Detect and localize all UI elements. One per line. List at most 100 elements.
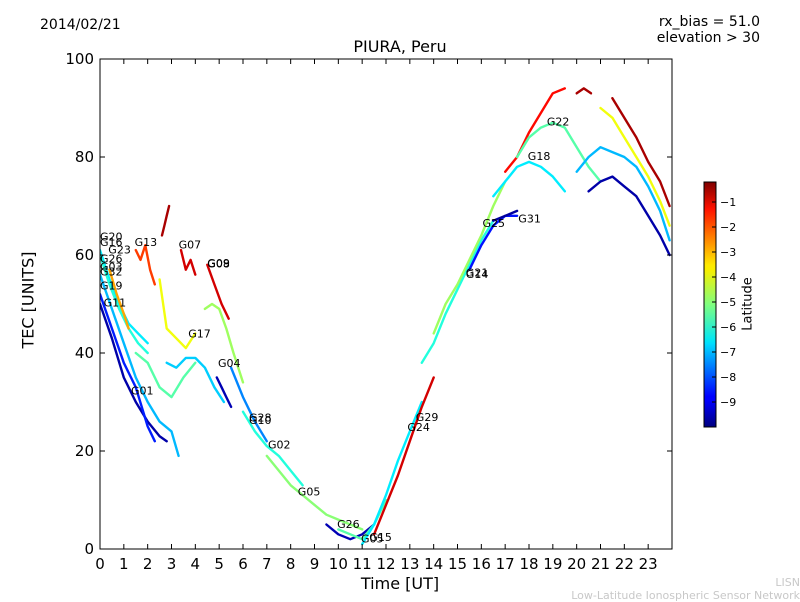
series-line-g19-12 (100, 273, 180, 458)
x-tick-label: 23 (639, 555, 658, 573)
series-line-g32-33 (611, 96, 671, 208)
satellite-label-g07: G07 (179, 239, 202, 252)
satellite-label-g05: G05 (298, 486, 321, 499)
series-line-g03-13 (134, 351, 197, 399)
x-tick-label: 6 (238, 555, 248, 573)
series-line-g11-11 (100, 293, 157, 443)
x-tick-label: 13 (400, 555, 419, 573)
y-tick-label: 20 (75, 442, 94, 460)
plot-frame (99, 58, 673, 550)
x-tick-label: 21 (591, 555, 610, 573)
x-tick-label: 8 (286, 555, 296, 573)
x-tick-label: 18 (519, 555, 538, 573)
series-line-g06-32 (587, 175, 671, 257)
y-tick-label: 80 (75, 148, 94, 166)
satellite-label-g18: G18 (528, 150, 551, 163)
x-tick-label: 15 (448, 555, 467, 573)
x-tick-label: 7 (262, 555, 272, 573)
elevation-label: elevation > 30 (656, 30, 760, 46)
satellite-label-g14: G14 (466, 268, 489, 281)
x-tick-label: 9 (310, 555, 320, 573)
x-tick-label: 3 (167, 555, 177, 573)
series-line-g23-5 (108, 268, 130, 330)
satellite-label-g20: G20 (100, 230, 123, 243)
x-tick-label: 19 (543, 555, 562, 573)
satellite-label-g32: G32 (100, 266, 123, 279)
x-tick-label: 12 (376, 555, 395, 573)
series-line-g14-23 (432, 180, 507, 335)
x-tick-label: 16 (472, 555, 491, 573)
series-line-g24-20 (361, 400, 423, 546)
chart-title: PIURA, Peru (353, 37, 447, 56)
series-line-g27-29 (575, 87, 593, 95)
satellite-label-g09: G09 (207, 257, 230, 270)
x-tick-label: 10 (329, 555, 348, 573)
series-line-g17-8 (158, 278, 197, 350)
x-tick-label: 4 (191, 555, 201, 573)
satellite-label-g26: G26 (337, 518, 360, 531)
colorbar (703, 181, 717, 428)
satellite-label-g02: G02 (268, 439, 291, 452)
series-line-g31-25 (492, 209, 519, 222)
satellite-label-g13: G13 (135, 236, 158, 249)
y-tick-label: 40 (75, 344, 94, 362)
series-line-g07-3 (160, 204, 171, 237)
x-tick-label: 17 (496, 555, 515, 573)
satellite-label-g21: G21 (466, 267, 489, 280)
colorbar-tick-label: −8 (720, 371, 736, 384)
x-tick-label: 2 (143, 555, 153, 573)
colorbar-tick-label: −4 (720, 271, 736, 284)
bias-info: rx_bias = 51.0 elevation > 30 (657, 14, 760, 46)
credit-line-1: LISN (775, 576, 800, 589)
series-line-g08-7 (203, 302, 245, 384)
series-line-g01-10 (100, 302, 168, 443)
series-line-g02-16 (241, 410, 304, 487)
x-axis-label: Time [UT] (360, 574, 440, 593)
colorbar-tick-label: −1 (720, 196, 736, 209)
satellite-label-g28: G28 (249, 412, 272, 425)
satellite-label-g23: G23 (108, 244, 131, 257)
series-line-g10-15 (229, 366, 268, 443)
y-tick-label: 60 (75, 246, 94, 264)
credit-text: LISN Low-Latitude Ionospheric Sensor Net… (571, 576, 800, 602)
satellite-label-g04: G04 (218, 357, 241, 370)
date-label: 2014/02/21 (40, 17, 121, 33)
x-tick-label: 11 (353, 555, 372, 573)
satellite-label-g05: G05 (361, 533, 384, 546)
rx-bias-label: rx_bias = 51.0 (658, 14, 760, 30)
x-tick-label: 22 (615, 555, 634, 573)
credit-line-2: Low-Latitude Ionospheric Sensor Network (571, 589, 800, 602)
colorbar-tick-label: −6 (720, 321, 736, 334)
x-tick-label: 1 (119, 555, 129, 573)
satellite-label-g08: G08 (207, 258, 230, 271)
satellite-label-g16: G16 (100, 236, 123, 249)
satellite-label-g15: G15 (369, 531, 392, 544)
series-line-g12-31 (599, 106, 671, 227)
satellite-label-g03: G03 (100, 261, 123, 274)
colorbar-tick-label: −5 (720, 296, 736, 309)
series-line-g04-9 (165, 356, 226, 404)
satellite-label-g29: G29 (416, 411, 439, 424)
x-tick-label: 14 (424, 555, 443, 573)
satellite-label-g19: G19 (100, 279, 123, 292)
series-line-g05-17 (265, 454, 364, 531)
satellite-label-g26: G26 (100, 252, 123, 265)
series-line-g07-4 (179, 248, 197, 276)
series-line-g28-14 (215, 376, 233, 409)
series-line-g22-27 (504, 87, 566, 173)
y-tick-label: 0 (84, 540, 94, 558)
satellite-label-g31: G31 (518, 213, 541, 226)
series-line-g18-26 (492, 160, 566, 198)
satellite-label-g24: G24 (407, 421, 430, 434)
x-tick-label: 20 (567, 555, 586, 573)
colorbar-tick-label: −3 (720, 246, 736, 259)
colorbar-tick-label: −9 (720, 396, 736, 409)
satellite-label-g01: G01 (131, 385, 154, 398)
satellite-label-g17: G17 (188, 327, 211, 340)
series-line-g25-24 (468, 214, 519, 271)
x-tick-label: 5 (214, 555, 224, 573)
series-line-g26-18 (325, 523, 376, 541)
series-line-g09-6 (206, 263, 230, 320)
y-tick-label: 100 (65, 50, 94, 68)
satellite-label-g22: G22 (547, 116, 570, 129)
